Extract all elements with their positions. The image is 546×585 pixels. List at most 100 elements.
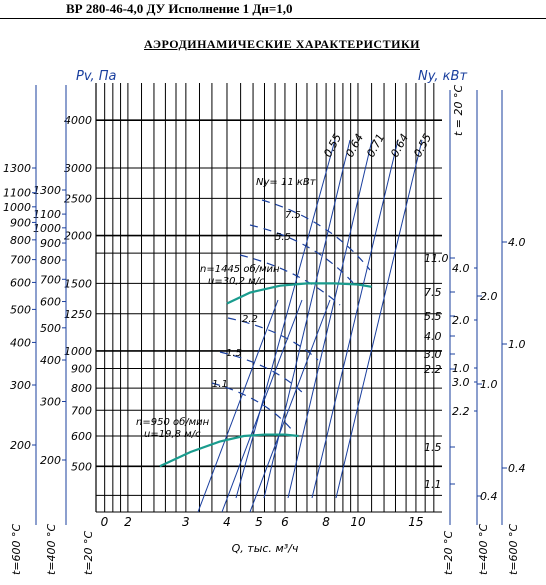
fan-model-label: ВР 280-46-4,0 ДУ Исполнение 1 Дн=1,0	[66, 1, 293, 16]
y-axis-title: Pv, Па	[76, 69, 117, 84]
n-tick-label: 0.4	[508, 462, 526, 475]
power-curve-dashed	[211, 382, 293, 431]
x-tick-label: 15	[408, 515, 423, 529]
efficiency-ray	[263, 139, 351, 499]
aux-tick-label: 700	[40, 273, 61, 286]
n-tick-label: 1.0	[480, 378, 498, 391]
x-tick-label: 2	[124, 515, 132, 529]
motor-power-label: 1.5	[226, 348, 242, 359]
efficiency-label: 0.55	[321, 132, 344, 160]
y-tick-label: 3000	[64, 162, 92, 175]
x-tick-label: 4	[223, 515, 231, 529]
aux-tick-label: 400	[10, 336, 31, 349]
curve-label: u=30,2 м/с	[208, 276, 265, 287]
n-tick-label: 5.5	[424, 310, 442, 323]
aux-tick-label: 300	[40, 396, 61, 409]
y-tick-label: 1500	[64, 277, 92, 290]
n-tick-label: 3.0	[424, 348, 442, 361]
x-tick-label: 5	[255, 515, 263, 529]
motor-power-label: 7.5	[285, 210, 301, 221]
temp-label: t=400 °C	[477, 523, 490, 575]
efficiency-ray	[311, 139, 399, 499]
power-curve-dashed	[227, 317, 319, 361]
efficiency-ray	[235, 139, 336, 499]
x-tick-label: 8	[322, 515, 330, 529]
n-tick-label: 2.0	[452, 314, 470, 327]
curve-label: n=1445 об/мин	[200, 263, 280, 275]
y-tick-label: 700	[71, 404, 92, 417]
n-tick-label: 0.4	[480, 490, 498, 503]
efficiency-ray	[197, 299, 279, 513]
motor-power-label: 2.2	[242, 314, 258, 325]
aux-tick-label: 1000	[3, 201, 31, 214]
y-tick-label: 800	[71, 382, 92, 395]
efficiency-label: 0.55	[411, 132, 434, 160]
chart-title-text: АЭРОДИНАМИЧЕСКИЕ ХАРАКТЕРИСТИКИ	[144, 37, 420, 51]
aux-tick-label: 500	[40, 322, 61, 335]
x-tick-label: 10	[350, 515, 366, 529]
aux-tick-label: 1000	[33, 222, 61, 235]
n-tick-label: 2.2	[424, 363, 442, 376]
motor-power-label: 1.1	[212, 379, 228, 390]
aux-tick-label: 1300	[33, 184, 61, 197]
aux-tick-label: 1100	[3, 187, 31, 200]
aux-tick-label: 200	[40, 454, 61, 467]
n-tick-label: 4.0	[508, 236, 526, 249]
temp-label-top: t = 20 °C	[452, 84, 465, 136]
y-tick-label: 900	[71, 362, 92, 375]
n-tick-label: 11.0	[424, 252, 449, 265]
n-tick-label: 1.1	[424, 478, 442, 491]
aux-tick-label: 200	[10, 439, 31, 452]
aux-tick-label: 900	[10, 216, 31, 229]
aux-tick-label: 300	[10, 379, 31, 392]
n-tick-label: 4.0	[424, 330, 442, 343]
motor-power-label: 5.5	[275, 232, 291, 243]
aux-tick-label: 400	[40, 354, 61, 367]
curve-label: u=19,8 м/с	[144, 429, 201, 440]
y-tick-label: 2000	[64, 230, 92, 243]
aux-tick-label: 900	[40, 237, 61, 250]
temp-label: t=20 °C	[82, 530, 95, 575]
y-tick-label: 1250	[64, 308, 92, 321]
n-tick-label: 7.5	[424, 286, 442, 299]
x-tick-label: 0	[101, 515, 109, 529]
efficiency-label: 0.64	[343, 132, 366, 160]
x-tick-label: 3	[182, 515, 190, 529]
aux-tick-label: 1300	[3, 162, 31, 175]
n-tick-label: 1.5	[424, 441, 442, 454]
power-curve-dashed	[261, 199, 371, 271]
efficiency-ray	[221, 299, 303, 513]
performance-curve	[159, 433, 299, 468]
temp-label: t=20 °C	[442, 530, 455, 575]
y-tick-label: 1000	[64, 345, 92, 358]
efficiency-ray	[287, 139, 373, 499]
chart-title: АЭРОДИНАМИЧЕСКИЕ ХАРАКТЕРИСТИКИ	[0, 37, 546, 52]
temp-label: t=600 °C	[507, 523, 520, 575]
y-tick-label: 4000	[64, 114, 92, 127]
aux-tick-label: 800	[40, 254, 61, 267]
efficiency-ray	[335, 139, 423, 499]
n-axis-title: Ny, кВт	[418, 69, 467, 84]
n-tick-label: 1.0	[508, 338, 526, 351]
aux-tick-label: 600	[10, 276, 31, 289]
curve-label: n=950 об/мин	[136, 416, 210, 428]
n-tick-label: 3.0	[452, 376, 470, 389]
temp-label: t=600 °C	[10, 523, 23, 575]
power-curve-dashed	[249, 224, 356, 286]
n-tick-label: 4.0	[452, 262, 470, 275]
header-bar: ВР 280-46-4,0 ДУ Исполнение 1 Дн=1,0	[0, 0, 546, 19]
y-tick-label: 600	[71, 430, 92, 443]
n-tick-label: 1.0	[452, 362, 470, 375]
power-curve-dashed	[219, 351, 306, 396]
aux-tick-label: 500	[10, 303, 31, 316]
x-tick-label: 6	[281, 515, 289, 529]
motor-power-label: Ny= 11 кВт	[256, 177, 317, 188]
aux-tick-label: 600	[40, 296, 61, 309]
efficiency-ray	[249, 299, 331, 513]
x-axis-title: Q, тыс. м³/ч	[232, 542, 299, 555]
y-tick-label: 500	[71, 460, 92, 473]
performance-curve	[226, 282, 372, 305]
efficiency-label: 0.64	[388, 132, 411, 160]
